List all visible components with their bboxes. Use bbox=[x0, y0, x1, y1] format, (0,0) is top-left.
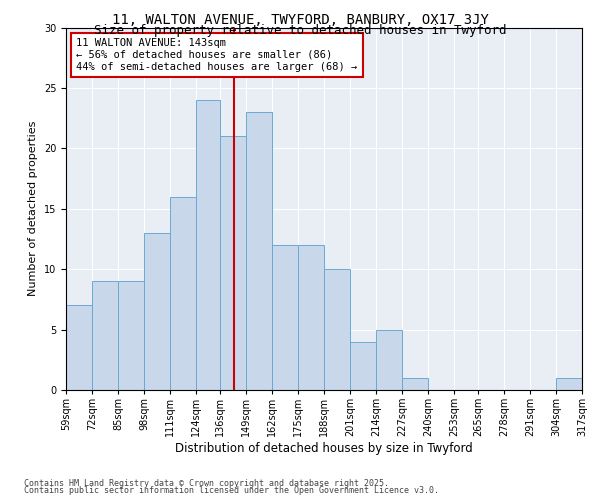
Bar bbox=[272, 245, 298, 390]
Bar bbox=[92, 281, 118, 390]
Bar bbox=[324, 269, 350, 390]
Bar bbox=[196, 100, 220, 390]
Bar bbox=[66, 306, 92, 390]
Text: 11 WALTON AVENUE: 143sqm
← 56% of detached houses are smaller (86)
44% of semi-d: 11 WALTON AVENUE: 143sqm ← 56% of detach… bbox=[76, 38, 358, 72]
Text: Size of property relative to detached houses in Twyford: Size of property relative to detached ho… bbox=[94, 24, 506, 37]
Bar bbox=[298, 245, 324, 390]
Text: 11, WALTON AVENUE, TWYFORD, BANBURY, OX17 3JY: 11, WALTON AVENUE, TWYFORD, BANBURY, OX1… bbox=[112, 12, 488, 26]
Bar bbox=[556, 378, 582, 390]
Bar bbox=[170, 196, 196, 390]
Bar bbox=[144, 233, 170, 390]
X-axis label: Distribution of detached houses by size in Twyford: Distribution of detached houses by size … bbox=[175, 442, 473, 455]
Text: Contains public sector information licensed under the Open Government Licence v3: Contains public sector information licen… bbox=[24, 486, 439, 495]
Bar bbox=[118, 281, 144, 390]
Bar bbox=[246, 112, 272, 390]
Bar bbox=[402, 378, 428, 390]
Bar bbox=[376, 330, 402, 390]
Bar bbox=[350, 342, 376, 390]
Y-axis label: Number of detached properties: Number of detached properties bbox=[28, 121, 38, 296]
Text: Contains HM Land Registry data © Crown copyright and database right 2025.: Contains HM Land Registry data © Crown c… bbox=[24, 478, 389, 488]
Bar bbox=[220, 136, 246, 390]
